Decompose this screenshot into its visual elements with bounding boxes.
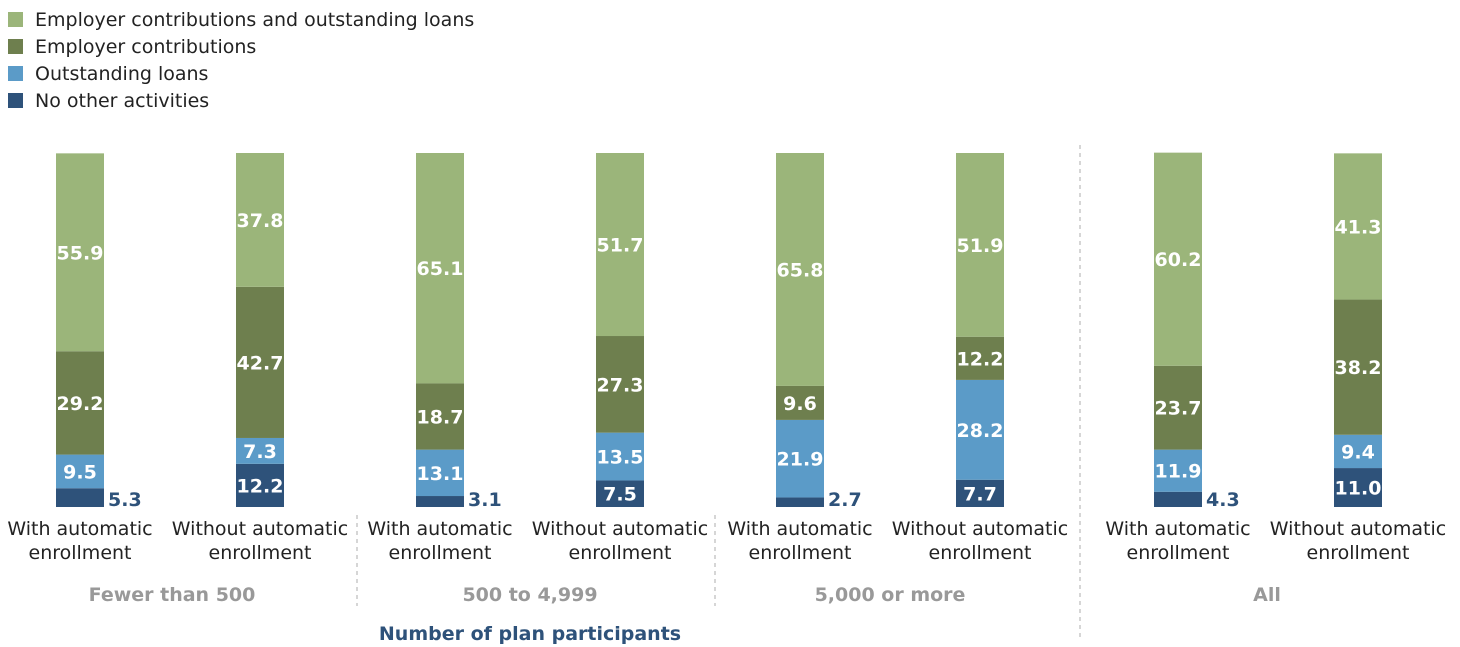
bar-category-label: enrollment [569,542,672,564]
bar-segment [416,449,464,497]
data-label: 41.3 [1335,216,1382,238]
bar-segment [596,153,644,337]
bar-category-label: Without automatic [532,518,708,540]
data-label: 11.0 [1335,478,1382,500]
group-label: All [1253,584,1281,606]
data-label: 60.2 [1155,249,1202,271]
bar-category-label: With automatic [367,518,512,540]
bar-category-label: enrollment [1307,542,1410,564]
bar-segment [236,437,284,464]
bar-segment [56,153,104,352]
legend-item: Outstanding loans [8,60,474,87]
bar-segment [1334,434,1382,469]
data-label: 9.5 [63,461,97,483]
bar-category-label: Without automatic [1270,518,1446,540]
data-label: 4.3 [1206,489,1240,511]
data-label: 37.8 [237,210,284,232]
bar-segment [416,496,464,507]
data-label: 7.3 [243,441,277,463]
legend-label: Outstanding loans [35,62,209,85]
legend-item: No other activities [8,87,474,114]
legend-label: Employer contributions and outstanding l… [35,8,475,31]
bar-category-label: enrollment [929,542,1032,564]
legend-swatch [8,12,23,27]
group-label: Fewer than 500 [89,584,256,606]
x-axis-title: Number of plan participants [379,623,681,645]
bar-segment [1154,491,1202,507]
bar-segment [1334,153,1382,300]
chart-legend: Employer contributions and outstanding l… [8,6,474,114]
data-label: 9.6 [783,393,817,415]
data-label: 38.2 [1335,357,1382,379]
data-label: 21.9 [777,449,824,471]
bar-category-label: With automatic [727,518,872,540]
bar-segment [1154,152,1202,366]
data-label: 5.3 [108,489,142,511]
bar-category-label: enrollment [1127,542,1230,564]
bar-segment [56,454,104,489]
bar-segment [416,153,464,384]
data-label: 65.8 [777,259,824,281]
data-label: 42.7 [237,352,284,374]
group-label: 5,000 or more [815,584,966,606]
bar-segment [56,351,104,455]
bar-category-label: enrollment [389,542,492,564]
bar-category-label: enrollment [749,542,852,564]
bar-segment [1154,365,1202,450]
legend-swatch [8,66,23,81]
legend-swatch [8,39,23,54]
legend-label: Employer contributions [35,35,257,58]
data-label: 27.3 [597,374,644,396]
bar-category-label: Without automatic [892,518,1068,540]
bar-segment [956,153,1004,337]
legend-item: Employer contributions and outstanding l… [8,6,474,33]
data-label: 12.2 [237,475,284,497]
bar-segment [776,385,824,420]
bar-segment [956,379,1004,480]
data-label: 55.9 [57,242,104,264]
data-label: 11.9 [1155,461,1202,483]
data-label: 12.2 [957,348,1004,370]
bar-segment [596,432,644,481]
bar-segment [776,419,824,498]
legend-swatch [8,93,23,108]
bar-category-label: With automatic [7,518,152,540]
bar-segment [1154,449,1202,492]
legend-item: Employer contributions [8,33,474,60]
data-label: 29.2 [57,393,104,415]
data-label: 13.1 [417,463,464,485]
data-label: 7.7 [963,483,997,505]
data-label: 2.7 [828,489,862,511]
data-label: 65.1 [417,258,464,280]
legend-label: No other activities [35,89,210,112]
bar-segment [236,286,284,438]
bar-category-label: With automatic [1105,518,1250,540]
bar-segment [776,497,824,507]
bar-segment [1334,468,1382,507]
bar-category-label: enrollment [209,542,312,564]
data-label: 13.5 [597,447,644,469]
bar-segment [416,383,464,450]
data-label: 7.5 [603,484,637,506]
data-label: 51.9 [957,235,1004,257]
data-label: 51.7 [597,235,644,257]
bar-segment [596,336,644,433]
data-label: 3.1 [468,489,502,511]
bar-segment [1334,299,1382,435]
bar-segment [956,479,1004,507]
data-label: 28.2 [957,420,1004,442]
bar-segment [236,153,284,287]
bar-category-label: enrollment [29,542,132,564]
data-label: 18.7 [417,407,464,429]
bar-segment [776,153,824,386]
bar-segment [56,488,104,507]
data-label: 23.7 [1155,398,1202,420]
bar-segment [236,463,284,507]
bar-segment [956,336,1004,380]
data-label: 9.4 [1341,441,1375,463]
group-label: 500 to 4,999 [462,584,597,606]
bar-category-label: Without automatic [172,518,348,540]
bar-segment [596,480,644,507]
